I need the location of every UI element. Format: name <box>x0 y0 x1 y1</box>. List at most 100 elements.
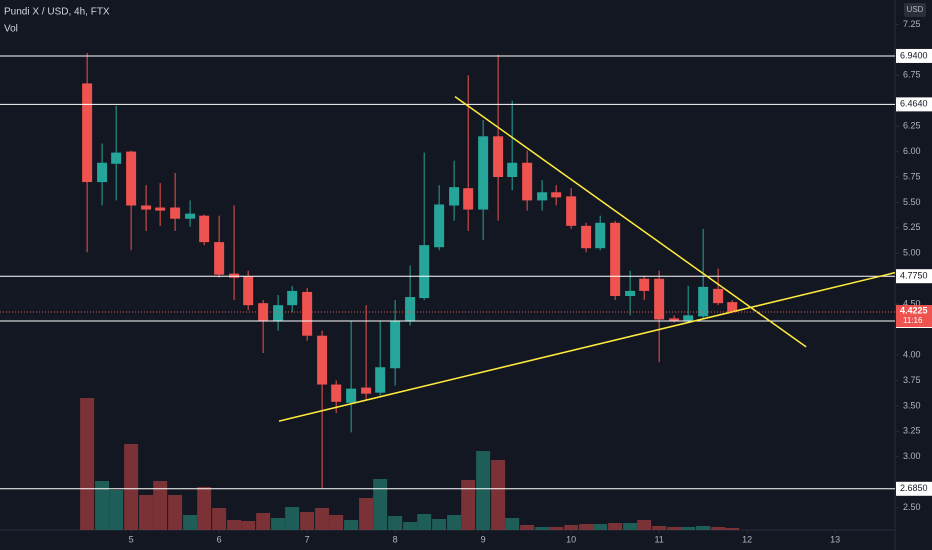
level-label: 4.7750 <box>900 271 928 281</box>
volume-bar <box>315 508 330 530</box>
y-tick-label: 6.00 <box>903 146 921 156</box>
level-label-box <box>896 269 932 284</box>
volume-bar <box>608 523 623 530</box>
candle-body <box>170 207 181 219</box>
volume-bar <box>344 520 359 530</box>
candle-body <box>463 188 474 210</box>
candle-body <box>243 276 254 306</box>
volume-bar <box>403 522 418 530</box>
candle-body <box>214 242 225 275</box>
volume-bar <box>711 527 726 530</box>
chart-title: Pundi X / USD, 4h, FTX <box>4 7 110 18</box>
volume-bar <box>417 514 432 530</box>
x-tick-label: 13 <box>830 534 840 544</box>
volume-bar <box>300 512 315 530</box>
candle-body <box>493 136 504 178</box>
x-tick-label: 9 <box>481 534 486 544</box>
candle-body <box>434 204 445 248</box>
candle-body <box>581 225 592 249</box>
candle-body <box>405 297 416 321</box>
candle-body <box>551 192 562 198</box>
candle-body <box>375 367 386 393</box>
volume-label: Vol <box>4 24 18 35</box>
last-price-label: 4.4225 <box>900 305 928 315</box>
level-label: 6.4640 <box>900 99 928 109</box>
countdown: 11:16 <box>903 316 923 325</box>
volume-bar <box>212 508 227 530</box>
currency: USD <box>907 5 924 14</box>
volume-bar <box>183 515 198 530</box>
volume-bar <box>373 479 388 530</box>
candle-body <box>419 245 430 299</box>
candle-body <box>185 213 196 219</box>
volume-bar <box>256 513 271 530</box>
candle-body <box>126 151 137 206</box>
volume-bar <box>168 495 183 530</box>
candle-body <box>625 290 636 297</box>
volume-bar <box>593 524 608 530</box>
volume-bar <box>725 528 740 530</box>
y-tick-label: 7.25 <box>903 19 921 29</box>
candle-body <box>97 162 108 183</box>
y-tick-label: 3.25 <box>903 426 921 436</box>
candle-body <box>390 320 401 369</box>
x-tick-label: 5 <box>129 534 134 544</box>
volume-bar <box>359 498 374 530</box>
y-tick-label: 3.50 <box>903 400 921 410</box>
currency-badge <box>904 3 926 17</box>
volume-bar <box>535 527 550 530</box>
candle-body <box>713 288 724 304</box>
volume-bar <box>476 451 491 530</box>
level-label-box <box>896 97 932 112</box>
y-tick-label: 4.00 <box>903 349 921 359</box>
candle-body <box>317 335 328 385</box>
x-tick-label: 6 <box>217 534 222 544</box>
x-tick-label: 12 <box>742 534 752 544</box>
y-tick-label: 5.75 <box>903 171 921 181</box>
trend-line <box>454 96 807 348</box>
volume-bar <box>197 487 212 530</box>
volume-bar <box>241 521 256 530</box>
candle-body <box>507 162 518 178</box>
volume-bar <box>637 520 652 530</box>
y-tick-label: 6.75 <box>903 70 921 80</box>
candle-body <box>478 136 489 210</box>
volume-bar <box>564 525 579 530</box>
candle-body <box>522 162 533 201</box>
volume-bar <box>139 495 154 530</box>
volume-bar <box>579 524 594 530</box>
candle-body <box>639 278 650 291</box>
candle-body <box>199 215 210 243</box>
candle-body <box>595 222 606 249</box>
candle-body <box>82 83 93 183</box>
volume-bar <box>461 480 476 530</box>
y-tick-label: 5.00 <box>903 248 921 258</box>
candle-body <box>361 387 372 394</box>
y-tick-label: 3.75 <box>903 375 921 385</box>
volume-bar <box>505 518 520 530</box>
volume-bar <box>95 481 110 530</box>
x-tick-label: 11 <box>654 534 663 544</box>
candle-body <box>258 303 269 321</box>
candle-body <box>331 384 342 402</box>
last-price-box <box>896 305 932 328</box>
level-label-box <box>896 48 932 63</box>
volume-bar <box>667 527 682 530</box>
candle-body <box>273 305 284 321</box>
candle-body <box>683 315 694 321</box>
volume-bar <box>271 518 286 530</box>
volume-bar <box>285 507 300 530</box>
candle-body <box>302 291 313 336</box>
trend-line <box>278 271 896 422</box>
candle-body <box>449 187 460 206</box>
volume-bar <box>520 525 535 530</box>
level-label-box <box>896 481 932 496</box>
volume-bar <box>80 398 95 530</box>
candle-body <box>566 196 577 226</box>
volume-bar <box>681 527 696 530</box>
candle-body <box>654 278 665 320</box>
volume-bar <box>227 520 242 530</box>
volume-bar <box>153 481 168 530</box>
x-tick-label: 10 <box>566 534 576 544</box>
